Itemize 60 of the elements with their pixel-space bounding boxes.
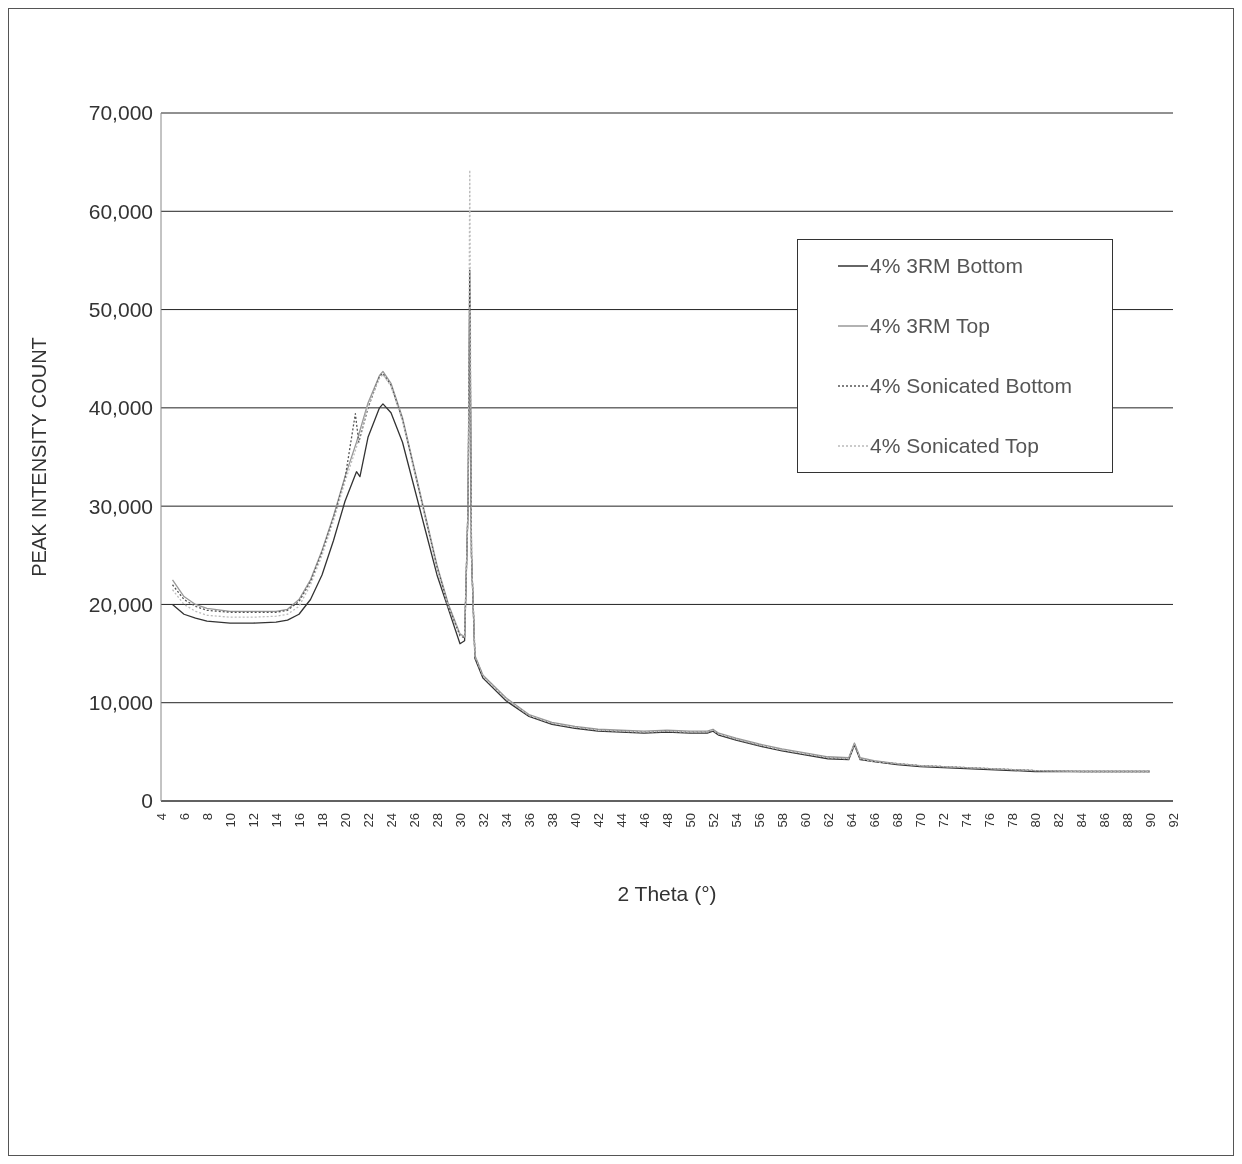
- x-tick-label: 50: [682, 813, 698, 828]
- y-tick-label: 20,000: [88, 592, 153, 616]
- y-tick-label: 60,000: [88, 199, 153, 223]
- x-tick-label: 46: [636, 813, 652, 828]
- x-tick-label: 62: [820, 813, 836, 828]
- x-tick-label: 16: [291, 813, 307, 828]
- x-tick-label: 78: [1004, 813, 1020, 828]
- x-tick-label: 32: [475, 813, 491, 828]
- x-tick-label: 68: [889, 813, 905, 828]
- x-tick-label: 44: [613, 813, 629, 828]
- x-tick-label: 36: [521, 813, 537, 828]
- y-tick-label: 50,000: [88, 298, 153, 322]
- x-tick-label: 56: [751, 813, 767, 828]
- x-tick-label: 70: [912, 813, 928, 828]
- x-tick-label: 90: [1142, 813, 1158, 828]
- x-tick-label: 42: [590, 813, 606, 828]
- x-tick-label: 76: [981, 813, 997, 828]
- y-axis-title: PEAK INTENSITY COUNT: [28, 337, 51, 577]
- x-tick-label: 64: [843, 813, 859, 828]
- x-axis-title: 2 Theta (°): [617, 882, 717, 905]
- x-tick-label: 86: [1096, 813, 1112, 828]
- x-tick-label: 34: [498, 813, 514, 828]
- x-tick-label: 52: [705, 813, 721, 828]
- legend-label: 4% Sonicated Bottom: [870, 374, 1072, 398]
- x-tick-label: 38: [544, 813, 560, 828]
- y-tick-label: 10,000: [88, 691, 153, 715]
- x-tick-label: 8: [199, 813, 215, 821]
- y-tick-label: 0: [141, 789, 153, 813]
- x-tick-label: 40: [567, 813, 583, 828]
- y-tick-label: 40,000: [88, 396, 153, 420]
- legend-label: 4% 3RM Top: [870, 314, 990, 338]
- x-tick-label: 18: [314, 813, 330, 828]
- x-tick-label: 74: [958, 813, 974, 828]
- x-tick-label: 84: [1073, 813, 1089, 828]
- x-tick-label: 54: [728, 813, 744, 828]
- x-tick-label: 72: [935, 813, 951, 828]
- x-tick-label: 48: [659, 813, 675, 828]
- x-tick-label: 14: [268, 813, 284, 828]
- line-series: [171, 169, 1151, 773]
- x-tick-label: 30: [452, 813, 468, 828]
- x-tick-label: 10: [222, 813, 238, 828]
- x-tick-label: 60: [797, 813, 813, 828]
- y-tick-label: 70,000: [88, 101, 153, 125]
- x-tick-label: 92: [1165, 813, 1181, 828]
- x-tick-label: 26: [406, 813, 422, 828]
- x-tick-label: 22: [360, 813, 376, 828]
- x-tick-label: 82: [1050, 813, 1066, 828]
- x-tick-label: 28: [429, 813, 445, 828]
- legend-label: 4% Sonicated Top: [870, 434, 1039, 458]
- legend-label: 4% 3RM Bottom: [870, 254, 1023, 278]
- x-tick-label: 24: [383, 813, 399, 828]
- x-tick-label: 80: [1027, 813, 1043, 828]
- y-tick-label: 30,000: [88, 494, 153, 518]
- x-tick-label: 20: [337, 813, 353, 828]
- x-tick-label: 58: [774, 813, 790, 828]
- x-tick-label: 4: [153, 813, 169, 821]
- x-tick-label: 6: [176, 813, 192, 821]
- x-tick-label: 88: [1119, 813, 1135, 828]
- x-tick-label: 66: [866, 813, 882, 828]
- x-tick-label: 12: [245, 813, 261, 828]
